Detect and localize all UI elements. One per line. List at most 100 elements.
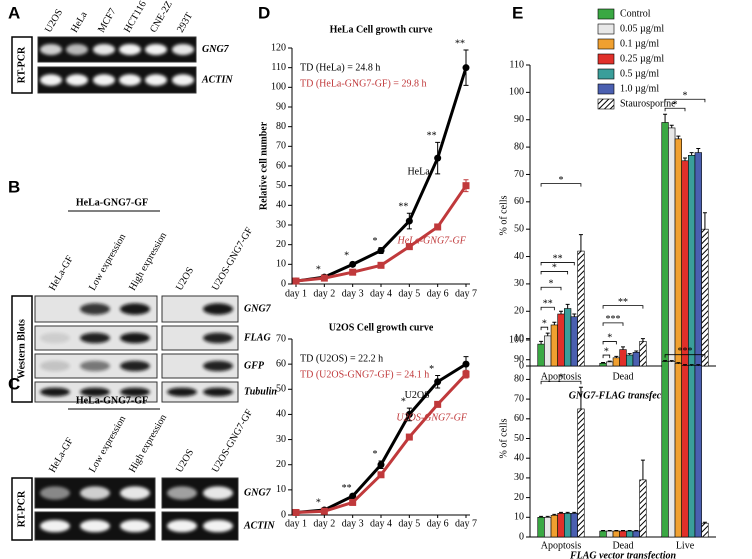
error-bar [689,364,694,366]
y-tick-label: 100 [271,82,286,93]
point [377,261,385,269]
significance: * [401,396,406,407]
y-tick-label: 0 [281,509,286,520]
error-bar [689,152,694,156]
band [93,44,115,55]
band [80,387,110,397]
annotation: TD (HeLa) = 24.8 h [300,62,380,73]
y-tick-label: 60 [514,196,524,207]
annotation: TD (U2OS) = 22.2 h [300,353,383,364]
bracket [664,354,706,358]
point [434,223,442,231]
row-label: GNG7 [244,303,272,314]
y-tick-label: 90 [514,354,524,365]
series-line [295,373,468,514]
row-label: ACTIN [243,520,275,531]
band [40,387,70,397]
bar [550,324,558,367]
point [462,360,470,368]
point [292,508,300,516]
row-label: Tubulin [244,386,277,397]
y-axis-label: % of cells [498,195,509,235]
side-box [11,36,33,94]
x-tick-label: Dead [612,540,633,551]
band [119,44,141,55]
y-tick-label: 10 [514,333,524,344]
point [462,370,470,378]
side-label: RT-PCR [16,490,27,527]
x-tick-label: Live [676,540,695,551]
chart-title: HeLa Cell growth curve [330,24,433,35]
y-tick-label: 20 [514,492,524,503]
band [80,303,110,315]
error-bar [578,234,583,252]
panel-letter: B [8,177,20,196]
lane-label: U2OS-GNG7-GF [210,225,255,292]
y-tick-label: 110 [509,59,524,70]
bracket [540,183,582,187]
error-bar [565,511,570,514]
bracket [540,271,569,275]
band [40,519,70,533]
x-tick-label: day 2 [313,518,335,529]
bar [606,530,614,538]
y-tick-label: 50 [276,384,286,395]
y-tick-label: 100 [509,87,524,98]
y-tick-label: 50 [276,180,286,191]
bracket [540,306,555,311]
band [40,486,70,500]
y-tick-label: 50 [514,223,524,234]
band [203,387,233,397]
bracket-label: * [542,318,547,329]
band [203,303,233,315]
error-bar [601,529,606,532]
lane-label: HeLa-GF [47,254,76,293]
bracket-label: * [559,373,564,384]
legend-swatch [597,8,615,20]
bar [701,522,709,538]
bracket-label: * [549,279,554,290]
band [40,332,70,344]
band [80,486,110,500]
band [93,74,115,86]
point [320,507,328,515]
row-label: GNG7 [202,44,230,55]
x-tick-label: Apoptosis [541,371,582,382]
series-label: HeLa [407,166,430,177]
point [320,274,328,282]
legend-swatch [597,23,615,35]
bracket [602,305,644,309]
panel-letter: E [512,3,523,22]
y-tick-label: 80 [514,141,524,152]
point [434,378,442,386]
bar [599,530,607,538]
x-tick-label: day 5 [398,288,420,299]
y-tick-label: 30 [276,434,286,445]
y-tick-label: 10 [276,259,286,270]
band [167,387,197,397]
bracket [602,354,611,359]
bracket-label: * [552,263,557,274]
error-bar [545,332,550,336]
band [120,486,150,500]
bar [606,361,614,367]
side-box [11,295,33,403]
y-tick-label: 70 [514,393,524,404]
error-bar [640,459,645,480]
error-bar [607,360,612,362]
error-bar [572,511,577,514]
legend-label: 0.05 µg/ml [620,23,664,34]
error-bar [663,360,668,362]
x-tick-label: Apoptosis [541,540,582,551]
lane-label: Low expression [87,414,128,475]
error-bar [702,212,707,230]
band [40,74,62,86]
lane-label: HeLa-GF [47,436,76,475]
bar [570,316,578,367]
x-tick-label: day 6 [427,518,449,529]
point [434,154,442,162]
point [405,410,413,418]
point [377,247,385,255]
bracket-label: ** [618,297,628,308]
x-tick-label: Dead [612,371,633,382]
